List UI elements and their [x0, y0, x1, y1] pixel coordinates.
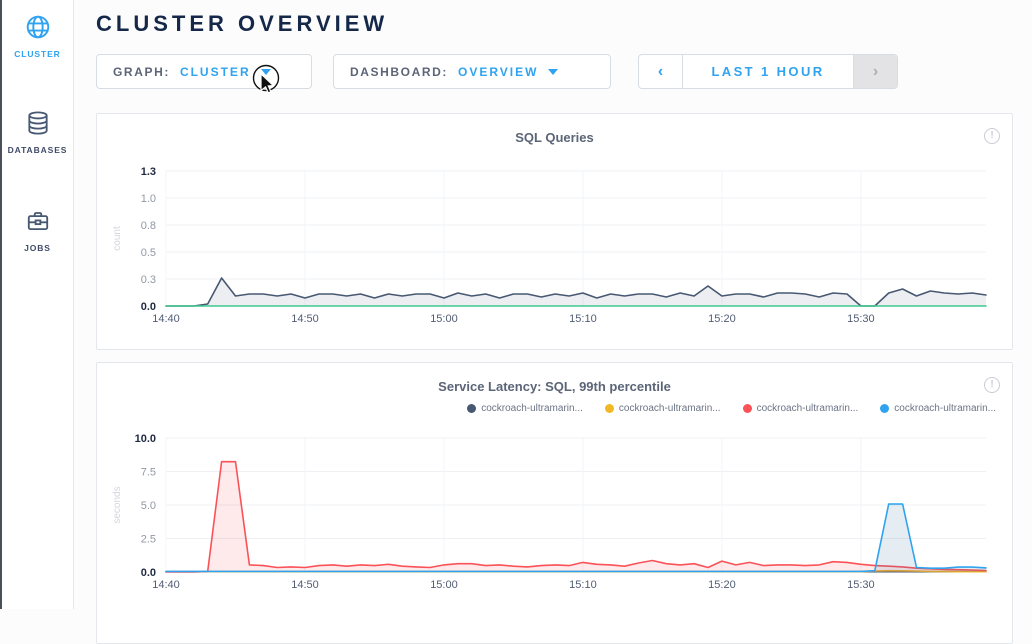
svg-text:1.3: 1.3 — [141, 166, 156, 178]
svg-text:14:50: 14:50 — [291, 313, 319, 325]
chart-title: Service Latency: SQL, 99th percentile — [438, 379, 671, 394]
page-title: CLUSTER OVERVIEW — [96, 11, 389, 36]
legend-dot-icon — [742, 404, 752, 413]
svg-text:0.0: 0.0 — [141, 301, 156, 313]
sidebar-item-label: JOBS — [24, 243, 51, 253]
service-latency-panel: Service Latency: SQL, 99th percentile ! … — [96, 362, 1013, 644]
time-window-selector: ‹ LAST 1 HOUR › — [638, 54, 898, 89]
svg-text:15:30: 15:30 — [847, 579, 875, 591]
legend-item[interactable]: cockroach-ultramarin... — [742, 401, 858, 416]
svg-text:count: count — [112, 226, 123, 251]
svg-text:5.0: 5.0 — [141, 500, 156, 512]
svg-text:0.5: 0.5 — [141, 247, 156, 259]
databases-icon — [25, 110, 51, 136]
legend-item[interactable]: cockroach-ultramarin... — [880, 401, 996, 416]
time-next-button: › — [853, 55, 897, 88]
service-latency-chart: 10.0 7.5 5.0 2.5 0.014:40 14:50 15:00 15:10 15:2… — [112, 433, 987, 591]
time-prev-button[interactable]: ‹ — [639, 55, 683, 88]
legend-dot-icon — [467, 404, 477, 413]
sidebar-item-label: DATABASES — [7, 145, 68, 155]
graph-dropdown-label: GRAPH: — [113, 64, 170, 79]
chart-legend: cockroach-ultramarin... cockroach-ultrama… — [97, 394, 1012, 416]
sidebar-item-label: CLUSTER — [14, 49, 61, 59]
globe-icon — [25, 14, 51, 40]
briefcase-icon — [25, 208, 51, 234]
sidebar: CLUSTER DATABASES JOBS — [2, 0, 74, 609]
svg-text:15:20: 15:20 — [708, 579, 736, 591]
legend-item[interactable]: cockroach-ultramarin... — [467, 401, 583, 416]
svg-text:2.5: 2.5 — [141, 534, 156, 546]
info-icon[interactable]: ! — [984, 128, 1000, 144]
legend-item[interactable]: cockroach-ultramarin... — [604, 401, 721, 416]
chevron-down-icon — [260, 68, 271, 75]
legend-dot-icon — [880, 404, 890, 413]
svg-text:15:20: 15:20 — [708, 313, 736, 325]
controls-bar: GRAPH: CLUSTER DASHBOARD: OVERVIEW ‹ LAS… — [96, 54, 1032, 89]
dashboard-dropdown-value: OVERVIEW — [458, 64, 539, 79]
sql-queries-panel: SQL Queries ! 1.3 1.0 0.8 0.5 0.3 0.0 14:40 14:… — [96, 113, 1013, 350]
dashboard-dropdown[interactable]: DASHBOARD: OVERVIEW — [333, 54, 611, 89]
sql-queries-chart: 1.3 1.0 0.8 0.5 0.3 0.014:40 14:50 15:00 15:10 15… — [112, 166, 987, 325]
svg-text:15:30: 15:30 — [847, 313, 875, 325]
svg-text:14:50: 14:50 — [291, 579, 319, 591]
svg-text:7.5: 7.5 — [141, 467, 156, 479]
dashboard-dropdown-label: DASHBOARD: — [350, 64, 448, 79]
svg-text:14:40: 14:40 — [152, 313, 180, 325]
main-content: CLUSTER OVERVIEW GRAPH: CLUSTER DASHBOAR… — [74, 0, 1032, 644]
sidebar-item-databases[interactable]: DATABASES — [2, 110, 73, 158]
info-icon[interactable]: ! — [984, 377, 1000, 393]
sidebar-item-jobs[interactable]: JOBS — [2, 208, 73, 256]
svg-text:10.0: 10.0 — [135, 433, 156, 445]
sidebar-item-cluster[interactable]: CLUSTER — [2, 14, 73, 62]
svg-text:0.0: 0.0 — [141, 567, 156, 579]
svg-text:15:00: 15:00 — [430, 313, 458, 325]
legend-dot-icon — [604, 404, 614, 413]
svg-text:15:10: 15:10 — [569, 313, 597, 325]
graph-dropdown-value: CLUSTER — [179, 64, 251, 79]
svg-text:0.8: 0.8 — [141, 220, 156, 232]
chevron-down-icon — [548, 68, 559, 75]
chart-title: SQL Queries — [515, 130, 594, 145]
time-window-label[interactable]: LAST 1 HOUR — [711, 64, 825, 79]
svg-text:0.3: 0.3 — [141, 274, 156, 286]
svg-text:14:40: 14:40 — [152, 579, 180, 591]
svg-text:15:00: 15:00 — [430, 579, 458, 591]
svg-text:1.0: 1.0 — [141, 193, 156, 205]
graph-dropdown[interactable]: GRAPH: CLUSTER — [96, 54, 312, 89]
svg-text:15:10: 15:10 — [569, 579, 597, 591]
window-edge — [0, 0, 2, 609]
svg-text:seconds: seconds — [112, 486, 123, 523]
